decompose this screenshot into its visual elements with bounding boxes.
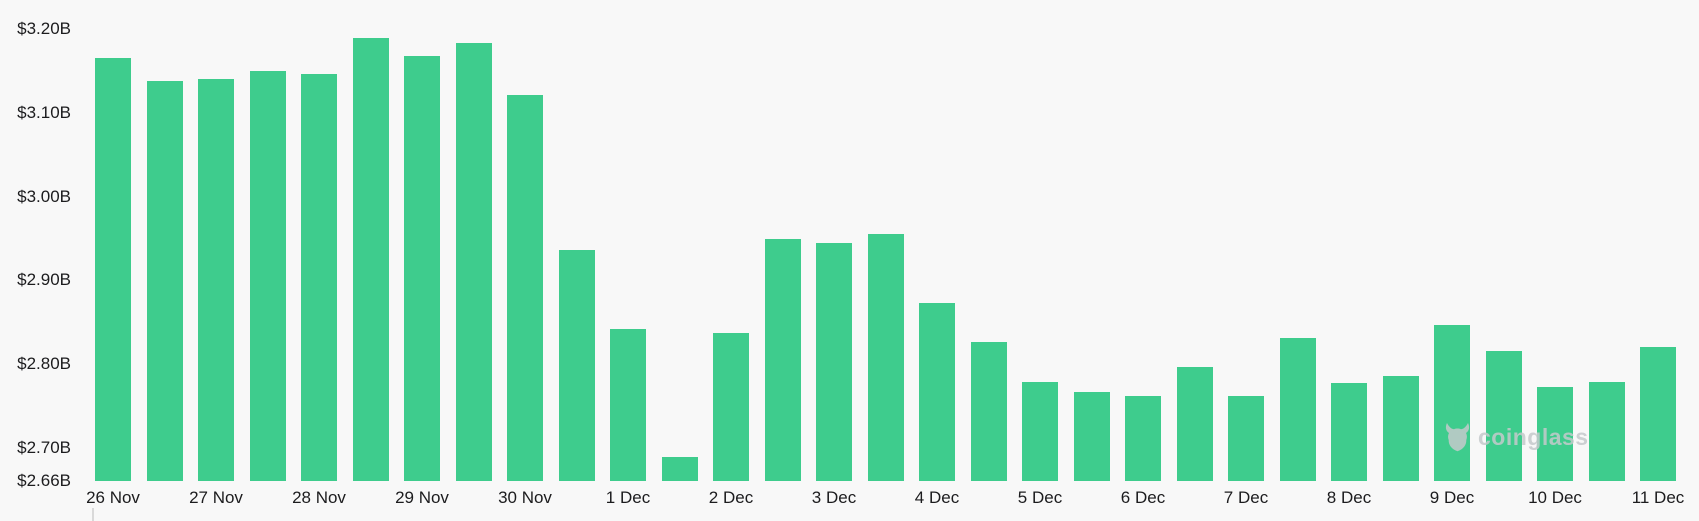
y-axis-label: $3.00B [17, 186, 71, 206]
x-axis-label-9-dec: 9 Dec [1429, 488, 1475, 507]
y-axis-label: $2.80B [17, 353, 71, 373]
bar-30-nov-1[interactable] [507, 94, 543, 481]
bar-8-dec-1[interactable] [1331, 383, 1367, 481]
x-axis-label-26-nov: 26 Nov [86, 488, 140, 507]
x-axis-label-28-nov: 28 Nov [292, 488, 346, 507]
x-axis-label-3-dec: 3 Dec [811, 488, 857, 507]
bar-10-dec-2[interactable] [1588, 382, 1625, 481]
bar-5-dec-1[interactable] [1022, 382, 1058, 481]
x-axis-label-11-dec: 11 Dec [1631, 488, 1685, 507]
bar-2-dec-2[interactable] [764, 239, 801, 481]
bar-9-dec-2[interactable] [1485, 351, 1522, 481]
bar-7-dec-1[interactable] [1228, 395, 1264, 481]
bar-10-dec-1[interactable] [1537, 387, 1573, 481]
bar-29-nov-1[interactable] [404, 56, 440, 481]
x-axis-label-1-dec: 1 Dec [605, 488, 651, 507]
bar-29-nov-2[interactable] [455, 42, 492, 481]
bar-1-dec-1[interactable] [610, 328, 646, 481]
x-axis-label-27-nov: 27 Nov [189, 488, 243, 507]
bar-4-dec-1[interactable] [919, 302, 955, 481]
bar-27-nov-2[interactable] [249, 71, 286, 481]
bar-28-nov-1[interactable] [301, 73, 337, 481]
y-axis-label: $3.10B [17, 102, 71, 122]
bar-2-dec-1[interactable] [713, 332, 749, 481]
bar-28-nov-2[interactable] [352, 37, 389, 481]
bar-9-dec-1[interactable] [1434, 325, 1470, 481]
y-axis-label: $2.90B [17, 270, 71, 290]
bar-27-nov-1[interactable] [198, 78, 234, 481]
bar-26-nov-2[interactable] [146, 81, 183, 481]
bar-7-dec-2[interactable] [1279, 338, 1316, 481]
x-axis-label-5-dec: 5 Dec [1017, 488, 1063, 507]
x-axis-label-7-dec: 7 Dec [1223, 488, 1269, 507]
bar-6-dec-1[interactable] [1125, 395, 1161, 481]
bar-5-dec-2[interactable] [1073, 392, 1110, 481]
x-axis-label-10-dec: 10 Dec [1528, 488, 1582, 507]
bar-26-nov-1[interactable] [95, 57, 131, 481]
x-axis-tick-mark [92, 508, 94, 521]
bar-4-dec-2[interactable] [970, 342, 1007, 481]
bar-6-dec-2[interactable] [1176, 367, 1213, 481]
bar-30-nov-2[interactable] [558, 250, 595, 481]
x-axis-label-6-dec: 6 Dec [1120, 488, 1166, 507]
x-axis-label-29-nov: 29 Nov [395, 488, 449, 507]
x-axis-label-2-dec: 2 Dec [708, 488, 754, 507]
x-axis-label-8-dec: 8 Dec [1326, 488, 1372, 507]
y-axis-label: $2.66B [17, 471, 71, 490]
bar-1-dec-2[interactable] [661, 456, 698, 481]
bar-8-dec-2[interactable] [1382, 375, 1419, 481]
y-axis-label: $3.20B [17, 19, 71, 39]
bar-3-dec-2[interactable] [867, 234, 904, 481]
bar-3-dec-1[interactable] [816, 242, 852, 481]
x-axis-label-4-dec: 4 Dec [914, 488, 960, 507]
x-axis-label-30-nov: 30 Nov [498, 488, 552, 507]
y-axis-label: $2.70B [17, 437, 71, 457]
bar-11-dec-1[interactable] [1640, 347, 1676, 481]
